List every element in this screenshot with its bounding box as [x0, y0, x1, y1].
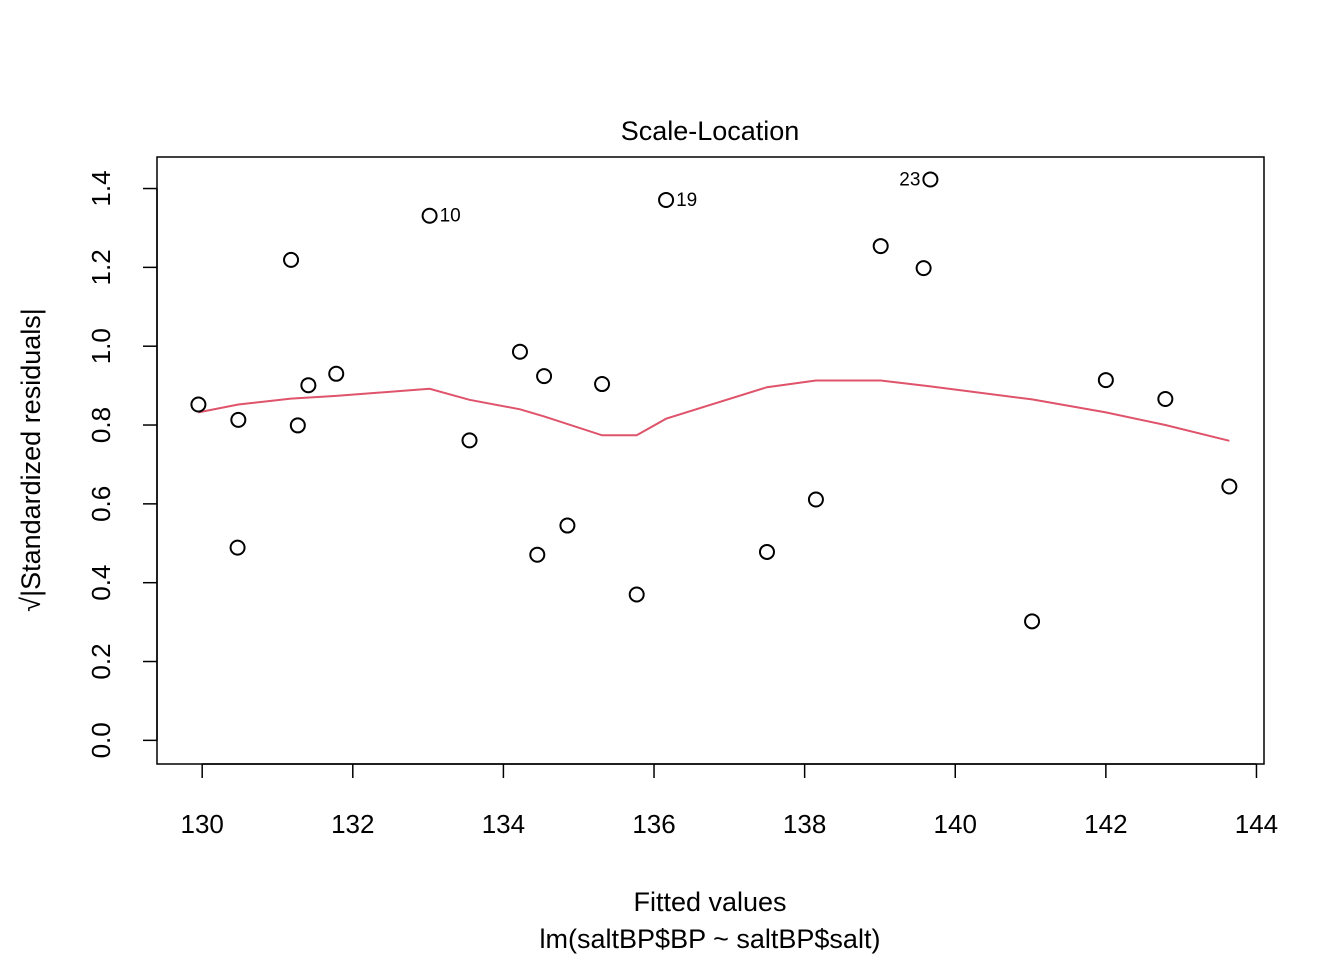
y-axis: 0.0 0.2 0.4 0.6 0.8 1.0 1.2 1.4 [86, 170, 158, 758]
x-tick-label: 136 [632, 809, 675, 839]
y-axis-label: √|Standardized residuals| [16, 308, 46, 612]
smoother-line [198, 379, 1230, 442]
chart-title: Scale-Location [621, 116, 800, 146]
data-point [536, 368, 553, 385]
y-tick-label: 0.0 [86, 722, 116, 758]
point-label: 19 [676, 190, 697, 211]
x-tick-label: 142 [1084, 809, 1127, 839]
smoother-layer [198, 379, 1230, 442]
y-tick-label: 0.4 [86, 565, 116, 601]
x-tick-label: 134 [482, 809, 525, 839]
data-point [289, 417, 306, 434]
data-point [1221, 478, 1238, 495]
data-point [229, 539, 246, 556]
data-point [1097, 372, 1114, 389]
point-label: 10 [440, 206, 461, 227]
y-tick-label: 1.4 [86, 170, 116, 206]
x-tick-label: 132 [331, 809, 374, 839]
y-tick-label: 0.8 [86, 407, 116, 443]
x-axis: 130 132 134 136 138 140 142 144 [180, 763, 1278, 839]
points-layer: 10 19 23 [190, 169, 1238, 630]
data-point [922, 171, 939, 188]
data-point [421, 207, 438, 224]
data-point [230, 411, 247, 428]
data-point [190, 396, 207, 413]
data-point [300, 377, 317, 394]
data-point [328, 365, 345, 382]
data-point [461, 432, 478, 449]
point-label: 23 [899, 169, 920, 190]
data-point [758, 543, 775, 560]
data-point [559, 517, 576, 534]
data-point [594, 376, 611, 393]
x-tick-label: 140 [934, 809, 977, 839]
data-point [529, 546, 546, 563]
data-point [628, 586, 645, 603]
data-point [807, 491, 824, 508]
data-point [658, 191, 675, 208]
data-point [915, 260, 932, 277]
data-point [872, 238, 889, 255]
data-point [283, 251, 300, 268]
x-tick-label: 144 [1235, 809, 1278, 839]
data-point [1157, 391, 1174, 408]
plot-frame [156, 156, 1265, 765]
x-axis-subtitle: lm(saltBP$BP ~ saltBP$salt) [540, 924, 881, 954]
y-tick-label: 1.2 [86, 249, 116, 285]
data-point [511, 343, 528, 360]
y-tick-label: 0.2 [86, 643, 116, 679]
data-point [1024, 613, 1041, 630]
x-tick-label: 138 [783, 809, 826, 839]
y-tick-label: 1.0 [86, 328, 116, 364]
x-axis-label: Fitted values [633, 887, 786, 917]
y-tick-label: 0.6 [86, 486, 116, 522]
x-tick-label: 130 [180, 809, 223, 839]
